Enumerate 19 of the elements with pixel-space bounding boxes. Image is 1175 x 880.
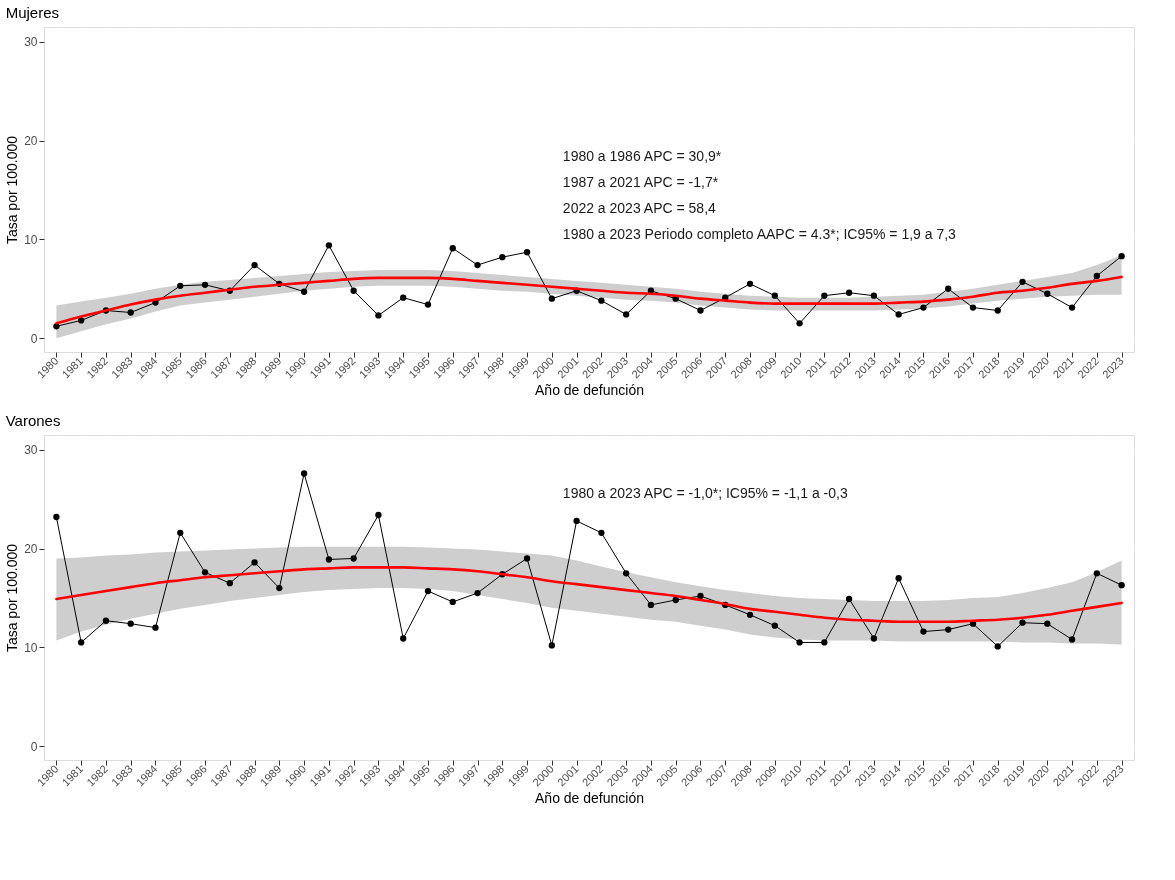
y-tick-label: 30 [24,443,38,458]
y-tick-label: 20 [24,542,38,557]
y-tick-label: 10 [24,232,38,247]
x-axis-title: Año de defunción [535,382,644,399]
chart-title: Mujeres [5,4,60,21]
y-tick-label: 30 [24,35,38,50]
y-axis-title: Tasa por 100.000 [4,543,21,653]
annotation: 2022 a 2023 APC = 58,4 [562,200,717,216]
annotation: 1980 a 1986 APC = 30,9* [562,148,722,164]
y-tick-label: 10 [24,640,38,655]
annotation: 1980 a 2023 APC = -1,0*; IC95% = -1,1 a -0,3 [562,484,848,501]
chart-title: Varones [5,412,61,429]
y-axis-title: Tasa por 100.000 [4,135,21,245]
x-axis-title: Año de defunción [535,790,644,807]
y-tick-label: 20 [24,134,38,149]
annotation: 1987 a 2021 APC = -1,7* [562,174,719,190]
y-tick-label: 0 [30,331,38,346]
y-tick-label: 0 [30,739,38,754]
annotation: 1980 a 2023 Periodo completo AAPC = 4.3*; IC95% = 1,9 a 7,3 [562,226,957,242]
